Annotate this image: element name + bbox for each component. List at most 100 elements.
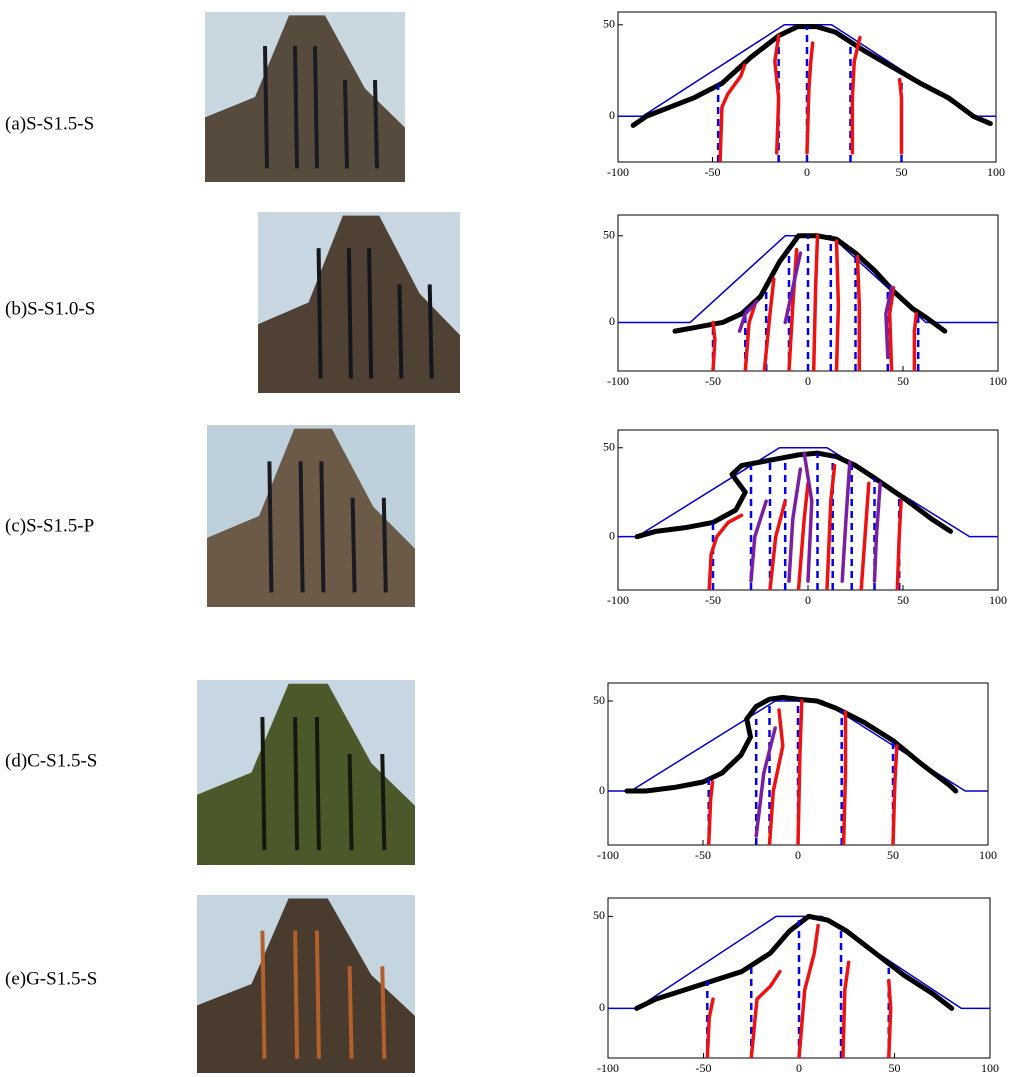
- series-line: [773, 34, 781, 155]
- series-line: [805, 41, 815, 155]
- series-group: [608, 694, 988, 845]
- photo-marker-column: [314, 716, 321, 851]
- row-label: (b)S-S1.0-S: [5, 298, 95, 319]
- chart: (b)S-S1.0-S -100 -50 0 50 100 0 50: [5, 212, 1007, 393]
- row-label: (d)C-S1.5-S: [5, 750, 97, 771]
- photo-marker-column: [347, 966, 354, 1059]
- x-tick-label: 50: [887, 848, 899, 862]
- series-line: [718, 63, 747, 162]
- x-tick-label: -50: [696, 1061, 712, 1075]
- y-tick-label: 50: [603, 228, 615, 242]
- x-tick-label: 100: [981, 1061, 999, 1075]
- x-tick-label: 100: [979, 848, 997, 862]
- series-line: [634, 450, 953, 540]
- series-line: [887, 979, 893, 1058]
- x-tick-label: 0: [796, 1061, 802, 1075]
- x-tick-label: -100: [597, 1061, 619, 1075]
- series-line: [859, 481, 871, 590]
- photo-marker-column: [316, 248, 323, 379]
- photo-marker-column: [260, 930, 267, 1059]
- photo-marker-column: [319, 461, 326, 593]
- photo-marker-column: [293, 45, 299, 169]
- photo-marker-column: [397, 284, 404, 379]
- series-group: [608, 913, 990, 1058]
- series-line: [897, 77, 904, 155]
- photo-marker-column: [347, 753, 354, 851]
- photo-mound: [205, 15, 405, 183]
- series-line: [749, 969, 782, 1058]
- y-tick-label: 50: [593, 908, 605, 922]
- row-label: (a)S-S1.5-S: [5, 113, 94, 134]
- photo-marker-column: [343, 79, 349, 169]
- x-tick-label: 50: [897, 374, 909, 388]
- series-line: [787, 467, 803, 583]
- photo-mound: [258, 215, 460, 393]
- series-line: [811, 234, 820, 371]
- photo-marker-column: [427, 284, 434, 379]
- photo-mound: [197, 898, 415, 1073]
- photo-marker-column: [313, 45, 319, 169]
- series-line: [841, 710, 848, 845]
- photo-marker-column: [293, 716, 300, 851]
- x-tick-label: 100: [989, 374, 1007, 388]
- y-tick-label: 0: [599, 783, 605, 797]
- series-line: [706, 780, 715, 845]
- series-line: [754, 726, 777, 838]
- photo-mound: [207, 428, 415, 607]
- x-tick-label: -100: [607, 165, 629, 179]
- y-tick-label: 50: [603, 17, 615, 31]
- series-line: [796, 699, 804, 845]
- series-group: [618, 233, 998, 371]
- photo-marker-column: [380, 966, 387, 1059]
- series-line: [796, 481, 810, 590]
- series-line: [895, 499, 903, 590]
- y-tick-label: 50: [593, 693, 605, 707]
- series-group: [618, 24, 996, 162]
- series-line: [840, 460, 852, 583]
- chart: (a)S-S1.5-S -100 -50 0 50 100 0 50: [5, 11, 1005, 183]
- series-line: [630, 24, 993, 128]
- x-tick-label: -50: [705, 374, 721, 388]
- series-line: [707, 513, 744, 590]
- photo-marker-column: [293, 930, 300, 1059]
- x-tick-label: -100: [607, 374, 629, 388]
- x-tick-label: 50: [889, 1061, 901, 1075]
- photo-mound: [197, 683, 415, 865]
- photo-marker-column: [263, 45, 269, 169]
- y-tick-label: 0: [599, 1000, 605, 1014]
- series-line: [872, 481, 882, 583]
- series-line: [783, 251, 803, 325]
- x-tick-label: -50: [695, 848, 711, 862]
- y-tick-label: 0: [609, 108, 615, 122]
- series-line: [891, 744, 899, 845]
- series-line: [768, 499, 787, 590]
- photo-marker-column: [380, 753, 387, 851]
- photo-marker-column: [346, 248, 353, 379]
- x-tick-label: -50: [705, 165, 721, 179]
- chart: (d)C-S1.5-S -100 -50 0 50 100 0 50: [5, 680, 997, 865]
- series-group: [618, 447, 998, 590]
- series-line: [624, 694, 959, 794]
- photo-marker-column: [314, 930, 321, 1059]
- x-tick-label: 0: [805, 593, 811, 607]
- y-tick-label: 0: [609, 314, 615, 328]
- x-tick-label: 0: [795, 848, 801, 862]
- photo-marker-column: [350, 497, 357, 593]
- series-line: [825, 463, 837, 590]
- series-line: [762, 277, 776, 371]
- chart: (c)S-S1.5-P -100 -50 0 50 100 0 50: [5, 425, 1007, 607]
- series-line: [618, 447, 998, 538]
- photo-marker-column: [298, 461, 305, 593]
- series-line: [802, 451, 814, 583]
- series-line: [884, 286, 894, 359]
- series-line: [743, 303, 757, 371]
- y-tick-label: 50: [603, 440, 615, 454]
- x-tick-label: -100: [597, 848, 619, 862]
- y-tick-label: 0: [609, 528, 615, 542]
- row-label: (e)G-S1.5-S: [5, 968, 97, 989]
- row-label: (c)S-S1.5-P: [5, 515, 94, 536]
- x-tick-label: 0: [804, 165, 810, 179]
- x-tick-label: 100: [989, 593, 1007, 607]
- series-line: [705, 997, 715, 1058]
